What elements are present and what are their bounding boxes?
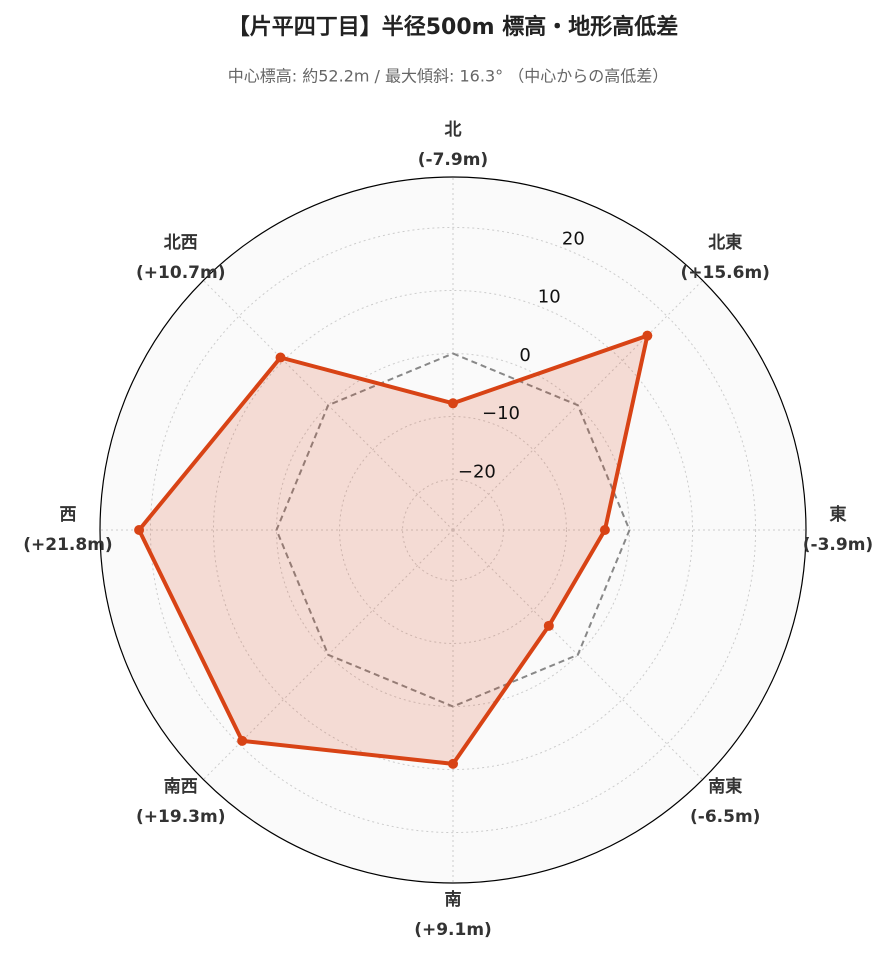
category-label: 南 xyxy=(445,889,462,910)
value-label: (-7.9m) xyxy=(418,150,488,170)
data-point xyxy=(448,398,458,409)
value-label: (+21.8m) xyxy=(23,535,112,555)
grid-circle xyxy=(149,226,757,834)
data-point xyxy=(448,758,458,769)
category-label: 南東 xyxy=(708,776,742,797)
grid-circle xyxy=(212,289,694,771)
value-label: (+9.1m) xyxy=(414,920,492,940)
category-label: 西 xyxy=(60,505,77,525)
r-tick-label: 10 xyxy=(538,287,561,308)
data-point xyxy=(275,352,286,363)
reference-line xyxy=(275,352,631,708)
chart-subtitle: 中心標高: 約52.2m / 最大傾斜: 16.3° （中心からの高低差） xyxy=(228,67,668,86)
category-label: 東 xyxy=(830,504,847,525)
value-label: (-3.9m) xyxy=(803,535,873,555)
grid-circle xyxy=(339,416,567,644)
r-tick-label: 20 xyxy=(562,228,585,249)
r-tick-label: −20 xyxy=(458,461,496,482)
value-label: (+15.6m) xyxy=(681,263,770,283)
chart-title: 【片平四丁目】半径500m 標高・地形高低差 xyxy=(228,14,679,40)
category-label: 北西 xyxy=(164,233,198,253)
r-tick-label: −10 xyxy=(482,403,520,424)
data-point xyxy=(237,735,248,746)
r-tick-label: 0 xyxy=(519,345,530,366)
category-label: 南西 xyxy=(164,776,198,797)
data-point xyxy=(543,620,554,631)
category-label: 北東 xyxy=(708,232,742,253)
value-label: (-6.5m) xyxy=(690,807,760,827)
data-point xyxy=(599,525,610,535)
data-point xyxy=(642,330,653,341)
category-label: 北 xyxy=(445,120,462,140)
plot-border xyxy=(99,176,807,884)
value-label: (+19.3m) xyxy=(136,807,225,827)
data-point xyxy=(134,525,145,535)
value-label: (+10.7m) xyxy=(136,263,225,283)
